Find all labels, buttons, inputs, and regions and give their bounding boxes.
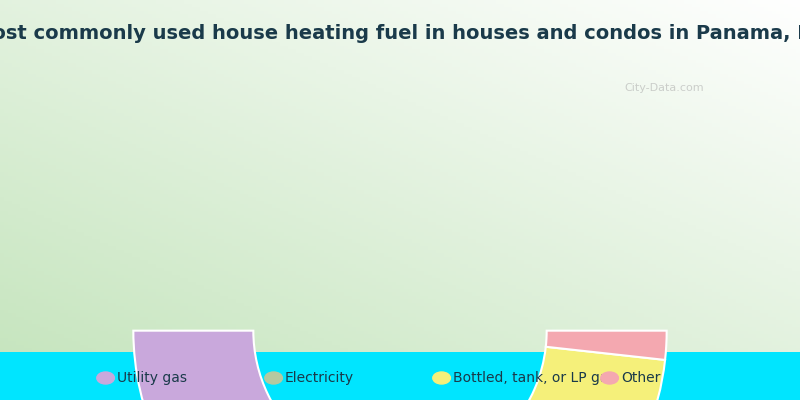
Text: City-Data.com: City-Data.com <box>624 83 704 93</box>
Text: Other: Other <box>621 371 660 385</box>
Wedge shape <box>511 347 665 400</box>
Wedge shape <box>546 331 666 360</box>
Text: Electricity: Electricity <box>285 371 354 385</box>
Text: Bottled, tank, or LP gas: Bottled, tank, or LP gas <box>453 371 615 385</box>
Wedge shape <box>134 331 462 400</box>
Text: Utility gas: Utility gas <box>117 371 187 385</box>
Text: Most commonly used house heating fuel in houses and condos in Panama, NE: Most commonly used house heating fuel in… <box>0 24 800 43</box>
